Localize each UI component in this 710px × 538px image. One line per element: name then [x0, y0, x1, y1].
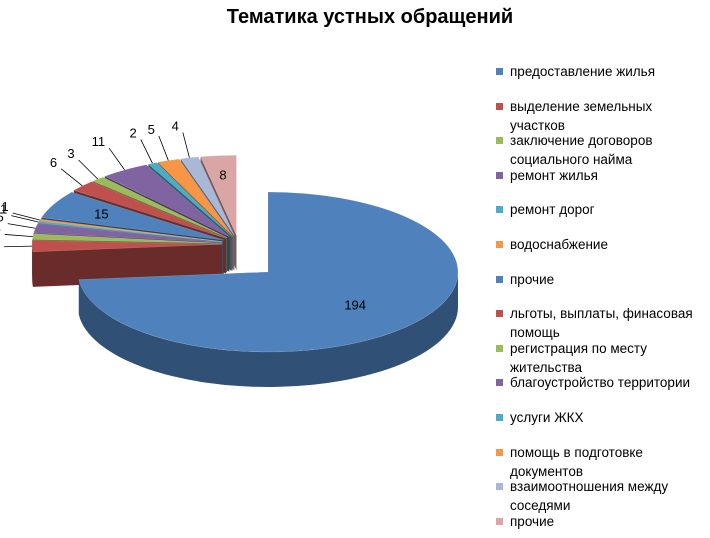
- pie-slice-0: [78, 191, 459, 353]
- leader-line-2: [4, 234, 33, 238]
- legend-item: льготы, выплаты, финасовая помощь: [496, 304, 708, 342]
- data-label-6: 15: [94, 206, 108, 221]
- legend-swatch: [496, 241, 503, 248]
- legend-label: льготы, выплаты, финасовая помощь: [510, 306, 693, 341]
- legend-item: помощь в подготовке документов: [496, 443, 708, 481]
- legend-item: ремонт жилья: [496, 166, 708, 185]
- legend-item: заключение договоров социального найма: [496, 131, 708, 169]
- leader-line-12: [182, 132, 190, 158]
- legend-item: взаимоотношения между соседями: [496, 477, 708, 515]
- legend-swatch: [496, 483, 503, 491]
- slice-wall-0-0: [78, 272, 458, 388]
- legend-swatch: [496, 517, 503, 525]
- legend-item: водоснабжение: [496, 235, 708, 254]
- legend-label: заключение договоров социального найма: [510, 133, 653, 168]
- leader-line-10: [140, 139, 153, 164]
- legend-swatch: [496, 344, 503, 352]
- legend-swatch: [496, 171, 503, 179]
- pie-slice-8: [92, 176, 228, 238]
- legend-label: помощь в подготовке документов: [510, 444, 643, 479]
- leader-line-11: [158, 135, 169, 161]
- legend-label: регистрация по месту жительства: [510, 340, 647, 375]
- legend-label: выделение земельных участков: [510, 98, 653, 133]
- legend-label: услуги ЖКХ: [510, 410, 584, 425]
- chart-title: Тематика устных обращений: [226, 6, 514, 28]
- legend-item: выделение земельных участков: [496, 97, 708, 135]
- pie-slice-13: [200, 154, 237, 236]
- legend-swatch: [496, 414, 503, 421]
- leader-line-4: [11, 215, 39, 223]
- legend-swatch: [496, 448, 503, 456]
- pie-slice-9: [104, 164, 230, 237]
- leader-line-9: [108, 147, 125, 171]
- legend-label: прочие: [510, 271, 555, 287]
- slice-wall-1-0: [32, 244, 33, 287]
- leader-line-1: [4, 245, 33, 248]
- legend-swatch: [496, 379, 503, 387]
- slice-side-1-1: [32, 240, 223, 280]
- legend-item: услуги ЖКХ: [496, 408, 708, 427]
- leader-line-5: [12, 212, 40, 221]
- legend-swatch: [496, 206, 503, 214]
- data-label-12: 4: [172, 118, 179, 133]
- legend-label: ремонт жилья: [510, 167, 598, 183]
- data-label-4: 1: [0, 202, 7, 217]
- data-label-9: 11: [92, 134, 106, 149]
- leader-line-7: [60, 168, 83, 187]
- legend-item: регистрация по месту жительства: [496, 339, 708, 377]
- legend-swatch: [496, 137, 503, 145]
- pie-slice-3: [33, 223, 223, 243]
- legend-item: прочие: [496, 270, 708, 289]
- legend-label: предоставление жилья: [510, 64, 655, 79]
- pie-slice-5: [38, 218, 223, 242]
- legend-label: прочие: [510, 513, 555, 529]
- legend-label: взаимоотношения между соседями: [510, 479, 669, 514]
- legend-swatch: [496, 68, 503, 75]
- data-label-7: 6: [50, 155, 57, 170]
- legend-swatch: [496, 310, 503, 318]
- pie-slice-12: [180, 156, 235, 236]
- data-label-11: 5: [148, 122, 155, 137]
- data-label-3: 5: [0, 210, 4, 225]
- pie-slice-6: [40, 191, 224, 241]
- pie-slice-7: [73, 181, 227, 239]
- legend-swatch: [496, 102, 503, 110]
- data-label-0: 194: [344, 297, 366, 312]
- legend-item: предоставление жилья: [496, 62, 708, 81]
- data-label-2: 3: [0, 220, 1, 235]
- data-label-5: 1: [1, 199, 8, 214]
- data-label-10: 2: [130, 126, 137, 141]
- legend-label: ремонт дорог: [510, 202, 595, 218]
- legend-swatch: [496, 275, 503, 283]
- data-label-13: 8: [219, 168, 226, 183]
- leader-line-8: [78, 159, 98, 180]
- data-label-8: 3: [67, 146, 74, 161]
- legend-label: водоснабжение: [510, 237, 608, 252]
- legend-item: благоустройство территории: [496, 373, 708, 392]
- legend-item: ремонт дорог: [496, 200, 708, 219]
- legend-item: прочие: [496, 512, 708, 531]
- leader-line-3: [7, 223, 36, 229]
- legend-label: благоустройство территории: [510, 375, 691, 391]
